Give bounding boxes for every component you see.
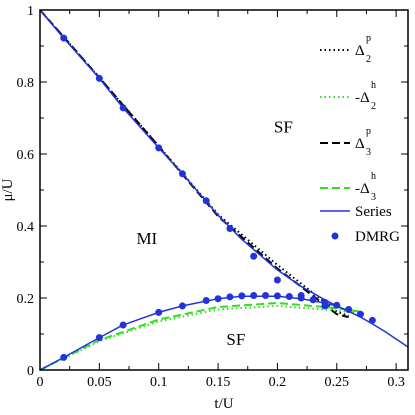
- dmrg-point: [60, 353, 68, 361]
- x-tick-label: 0.3: [387, 375, 405, 390]
- legend-subscript: 2: [371, 101, 376, 112]
- dmrg-point: [226, 225, 234, 233]
- x-tick-label: 0.05: [87, 375, 112, 390]
- legend-subscript: 2: [366, 54, 371, 65]
- dmrg-point: [178, 170, 186, 178]
- plot-frame: [39, 9, 409, 371]
- dmrg-point: [250, 252, 258, 260]
- dmrg-point: [262, 291, 270, 299]
- series-line: [39, 304, 361, 371]
- dmrg-point: [357, 310, 365, 318]
- dmrg-point: [119, 104, 127, 112]
- dmrg-point: [238, 292, 246, 300]
- axis-labels: t/U μ/U: [0, 178, 234, 412]
- series-line: [39, 295, 349, 371]
- series-line: [39, 9, 409, 348]
- dmrg-point: [95, 334, 103, 342]
- dmrg-point: [321, 298, 329, 306]
- y-tick-label: 1: [27, 4, 34, 19]
- dmrg-point: [95, 74, 103, 82]
- dmrg-point: [309, 296, 317, 304]
- x-axis-label: t/U: [214, 396, 233, 412]
- legend-label: Δ: [355, 136, 365, 152]
- axis-ticks: 0 0.05 0.1 0.15 0.2 0.25 0.3 0 0.2 0.4 0.6 0.8 1: [17, 4, 408, 390]
- dmrg-point: [333, 301, 341, 309]
- x-tick-label: 0.15: [206, 375, 231, 390]
- legend-subscript: 3: [371, 192, 376, 203]
- region-labels: SF MI SF: [136, 117, 292, 348]
- legend-superscript: h: [371, 80, 376, 91]
- dmrg-point: [60, 34, 68, 42]
- y-tick-label: 0.2: [17, 292, 35, 307]
- dmrg-point: [273, 276, 281, 284]
- x-tick-label: 0: [37, 375, 44, 390]
- legend-subscript: 3: [366, 147, 371, 158]
- dmrg-point: [273, 292, 281, 300]
- legend-swatch-dmrg: [331, 232, 339, 240]
- y-tick-label: 0.6: [17, 148, 35, 163]
- legend-label: -Δ: [355, 181, 370, 197]
- legend-label: -Δ: [355, 90, 370, 106]
- legend-superscript: h: [371, 171, 376, 182]
- y-tick-label: 0.4: [17, 220, 35, 235]
- dmrg-point: [155, 144, 163, 152]
- dmrg-point: [202, 197, 210, 205]
- x-tick-label: 0.2: [269, 375, 287, 390]
- y-tick-label: 0: [27, 364, 34, 379]
- dmrg-point: [178, 302, 186, 310]
- series-layer: [39, 9, 409, 371]
- dmrg-point: [285, 293, 293, 301]
- dmrg-point: [250, 291, 258, 299]
- series-line: [39, 301, 361, 371]
- y-axis-label: μ/U: [0, 178, 16, 201]
- dmrg-point: [155, 308, 163, 316]
- dmrg-point: [119, 321, 127, 329]
- series-line: [39, 9, 349, 319]
- dmrg-points-layer: [60, 34, 376, 361]
- dmrg-point: [297, 294, 305, 302]
- legend-label: Δ: [355, 43, 365, 59]
- dmrg-point: [345, 306, 353, 314]
- legend-superscript: p: [366, 126, 371, 137]
- dmrg-point: [202, 297, 210, 305]
- legend-label: DMRG: [355, 229, 400, 245]
- dmrg-point: [226, 293, 234, 301]
- y-tick-label: 0.8: [17, 76, 35, 91]
- region-label: SF: [226, 330, 245, 349]
- dmrg-point: [214, 295, 222, 303]
- region-label: SF: [274, 117, 293, 136]
- dmrg-point: [368, 316, 376, 324]
- region-label: MI: [136, 229, 157, 248]
- x-tick-label: 0.25: [325, 375, 350, 390]
- x-tick-label: 0.1: [150, 375, 168, 390]
- legend-label: Series: [355, 204, 392, 220]
- series-line: [39, 9, 349, 317]
- legend-superscript: p: [366, 33, 371, 44]
